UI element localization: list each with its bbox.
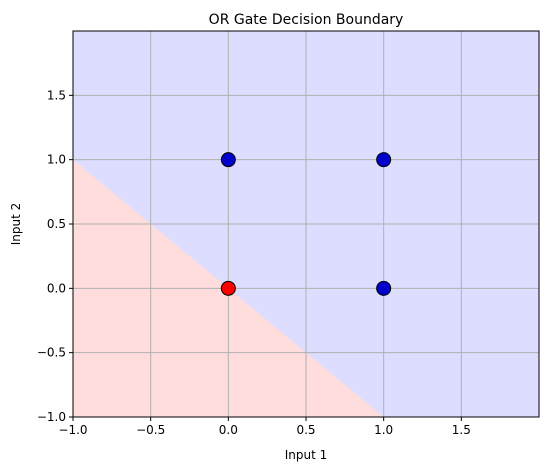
data-point-class-1 [220, 152, 236, 168]
chart-title: OR Gate Decision Boundary [209, 12, 404, 28]
y-axis-ticks: −1.0 −0.5 0.0 0.5 1.0 1.5 [37, 88, 73, 424]
y-tick-label: 0.5 [47, 217, 66, 231]
x-tick-label: 1.0 [374, 423, 393, 437]
data-point-class-1 [376, 280, 392, 296]
x-axis-ticks: −1.0 −0.5 0.0 0.5 1.0 1.5 [58, 417, 471, 437]
plot-area [72, 30, 540, 418]
x-axis-label: Input 1 [285, 448, 328, 462]
y-axis-label: Input 2 [9, 203, 23, 246]
x-tick-label: −0.5 [136, 423, 165, 437]
x-tick-label: 0.5 [296, 423, 315, 437]
y-tick-label: −1.0 [37, 410, 66, 424]
y-tick-label: 0.0 [47, 281, 66, 295]
data-point-class-0 [220, 280, 236, 296]
y-tick-label: 1.0 [47, 153, 66, 167]
x-tick-label: 0.0 [219, 423, 238, 437]
points-layer [220, 152, 392, 296]
x-tick-label: 1.5 [452, 423, 471, 437]
y-tick-label: 1.5 [47, 88, 66, 102]
y-tick-label: −0.5 [37, 346, 66, 360]
x-tick-label: −1.0 [58, 423, 87, 437]
data-point-class-1 [376, 152, 392, 168]
